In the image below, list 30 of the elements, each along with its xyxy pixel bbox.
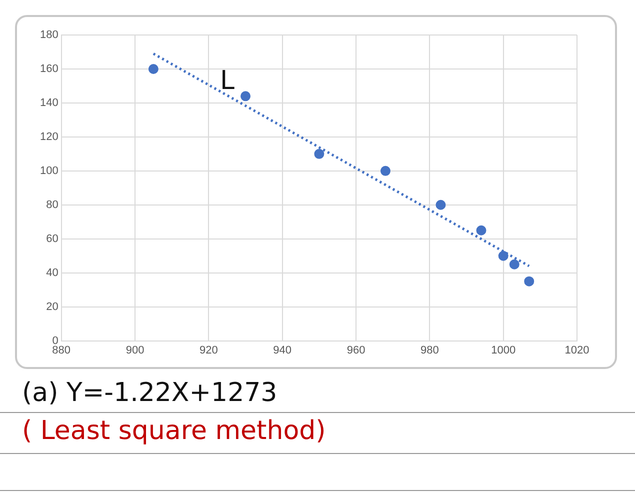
point [509, 259, 520, 270]
x-tick-label: 880 [52, 344, 71, 356]
text: ( Least square method) [22, 416, 326, 446]
y-tick-label: 180 [40, 29, 58, 42]
y-tick-label: 80 [46, 198, 58, 211]
annotation: L [220, 66, 234, 96]
x-tick-label: 1020 [564, 344, 590, 356]
y-tick-label: 160 [40, 63, 58, 76]
point [436, 200, 446, 210]
y-tick-label: 120 [40, 130, 58, 143]
point [148, 64, 158, 74]
point [498, 250, 508, 261]
y-tick-label: 100 [40, 164, 58, 177]
x-tick-label: 980 [420, 344, 439, 356]
text: (a) Y=-1.22X+1273 [22, 378, 278, 408]
y-tick-label: 40 [46, 266, 58, 279]
y-tick-label: 0 [52, 334, 58, 347]
point [476, 225, 486, 236]
x-tick-label: 940 [273, 344, 292, 356]
y-tick-label: 140 [40, 96, 58, 109]
point [240, 91, 251, 102]
point [314, 148, 324, 159]
point [380, 166, 390, 176]
x-tick-label: 960 [346, 344, 366, 356]
point [524, 276, 534, 286]
y-tick-label: 60 [46, 232, 58, 245]
x-tick-label: 1000 [491, 344, 516, 356]
x-tick-label: 920 [200, 344, 218, 356]
x-tick-label: 900 [126, 344, 144, 356]
y-tick-label: 20 [46, 300, 58, 313]
